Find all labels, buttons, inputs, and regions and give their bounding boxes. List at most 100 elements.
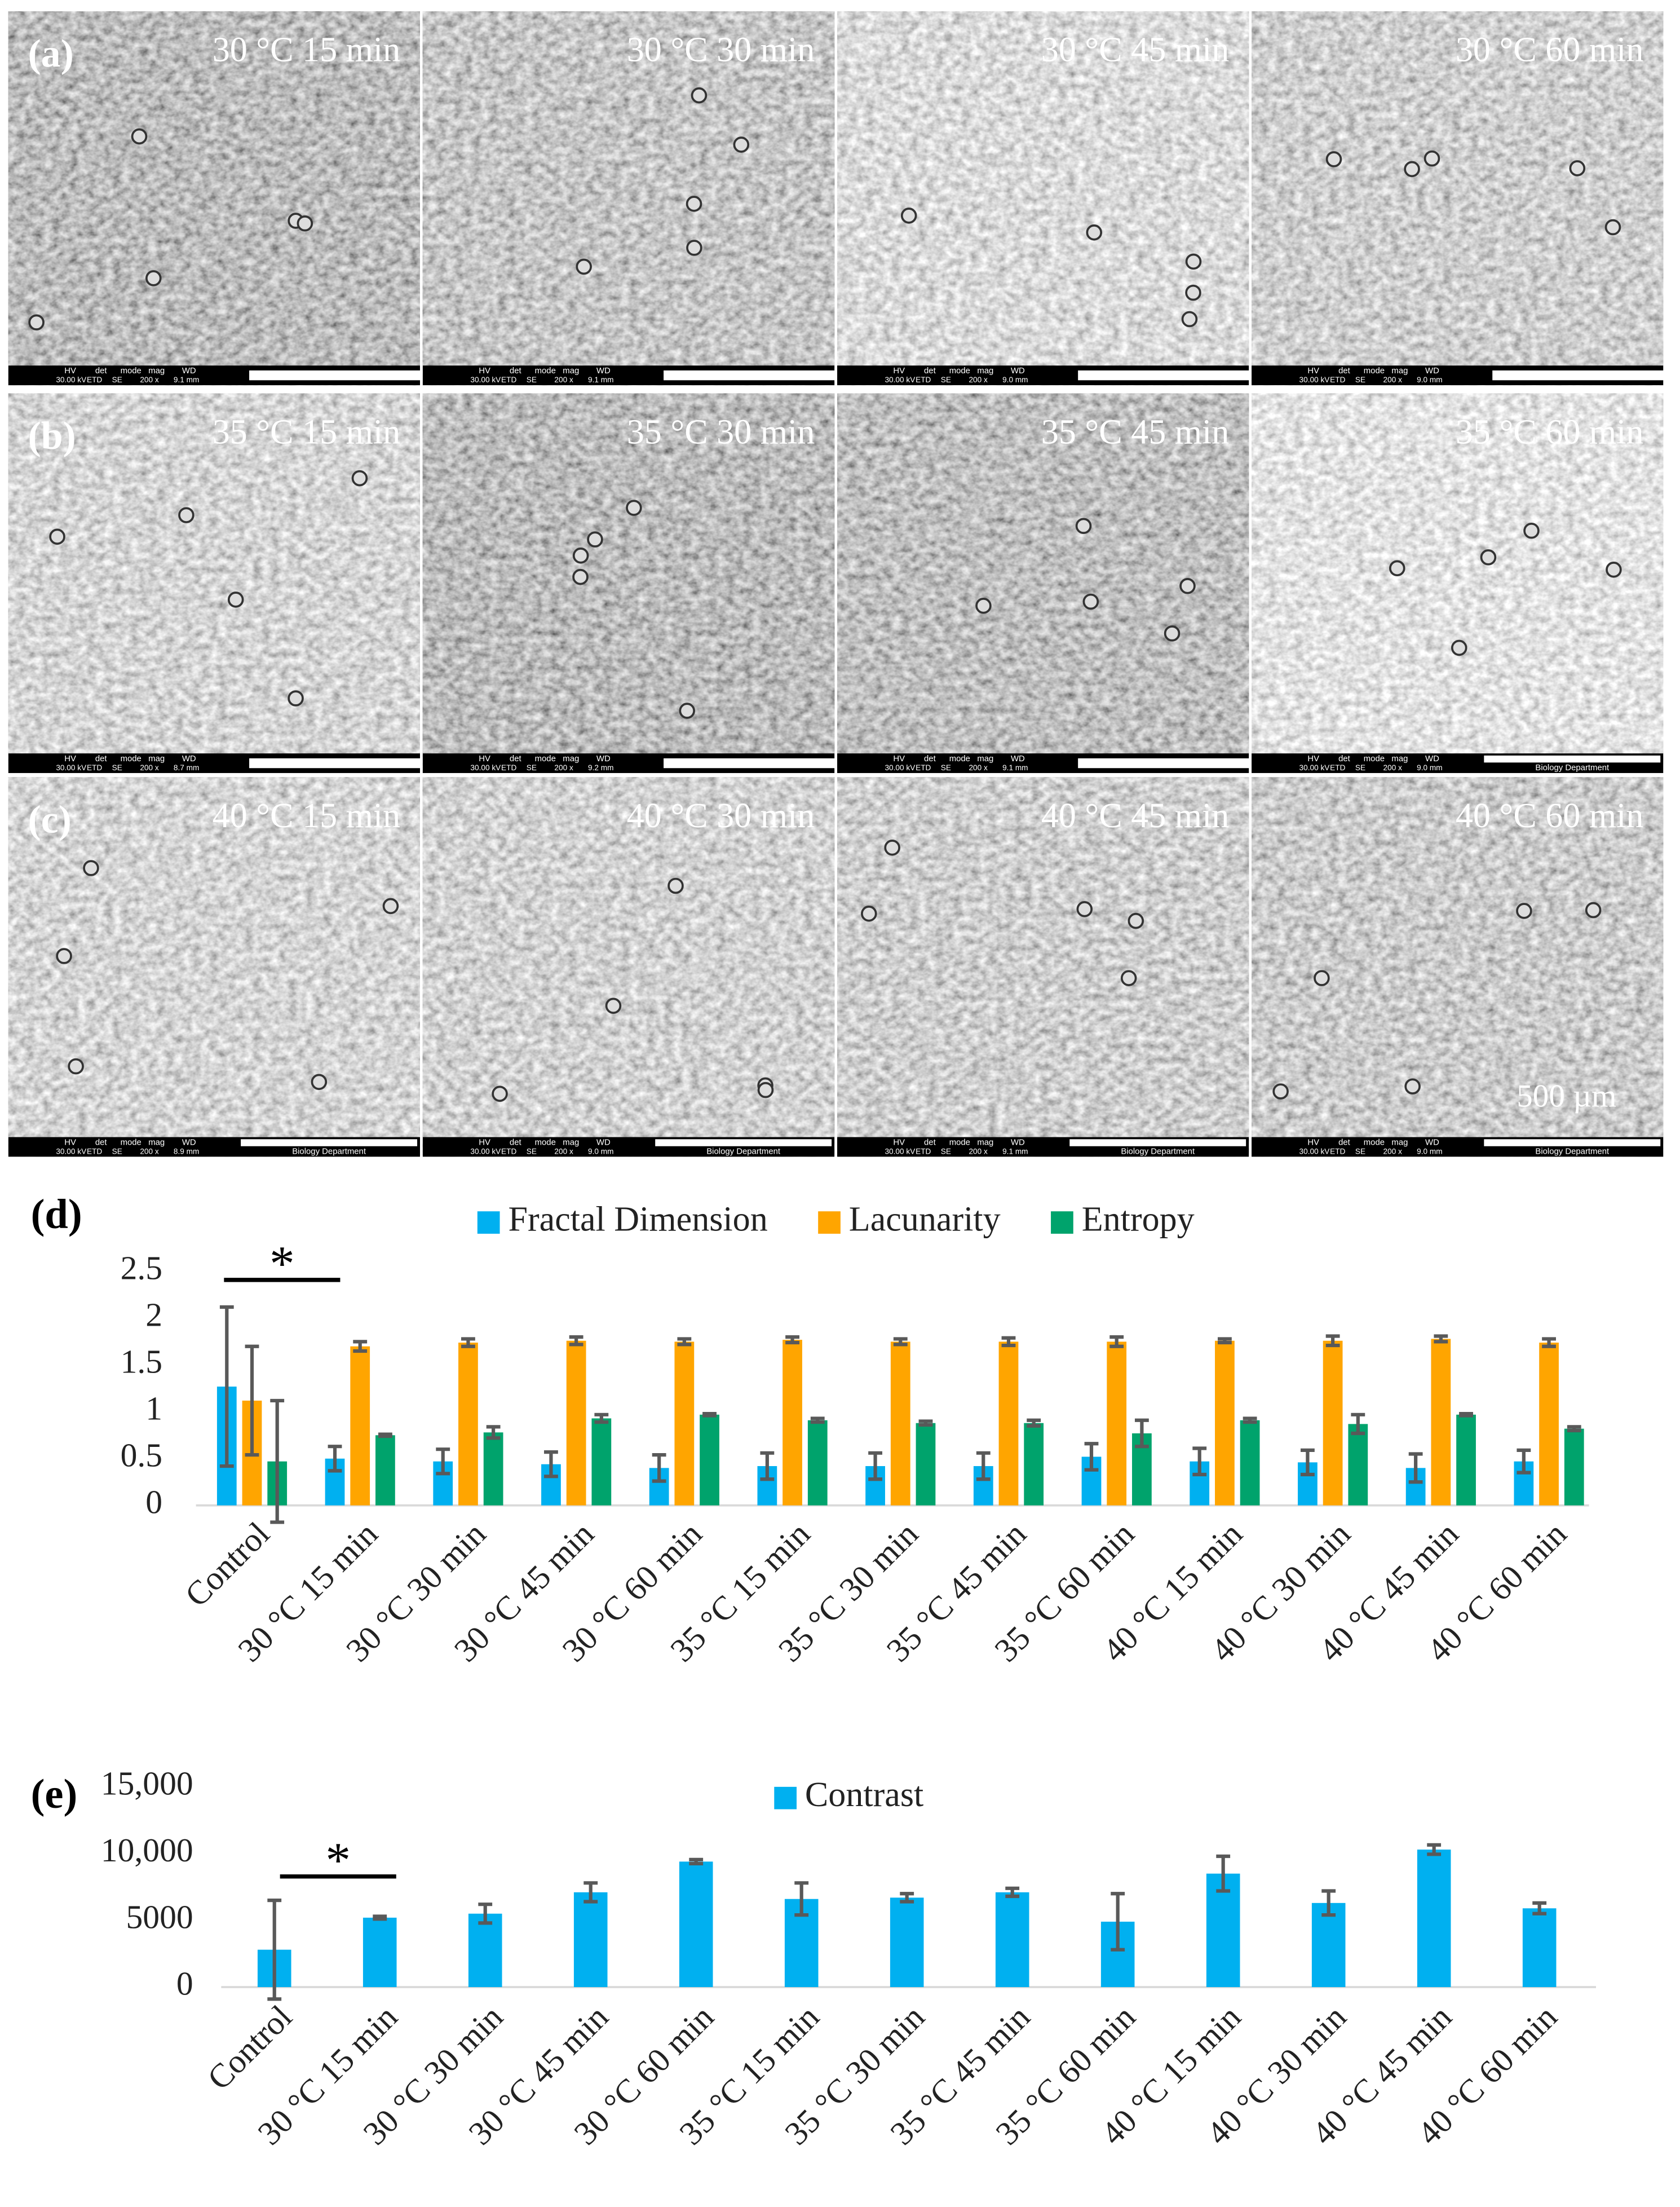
info-header: mode — [1364, 367, 1385, 376]
stoma — [1389, 560, 1405, 577]
image-caption: 30 °C 15 min — [213, 31, 401, 69]
error-bar — [893, 1337, 908, 1347]
error-bar — [1517, 1448, 1531, 1475]
info-value: 200 x — [554, 763, 573, 772]
stoma — [686, 240, 702, 256]
info-header: det — [924, 1138, 936, 1147]
info-header: HV — [479, 1138, 490, 1147]
stoma — [131, 128, 148, 145]
info-value: SE — [1355, 1147, 1365, 1155]
info-value: 200 x — [554, 1147, 573, 1155]
stoma — [1569, 160, 1586, 176]
info-header: HV — [893, 1138, 905, 1147]
scale-bar — [249, 370, 423, 381]
info-header: HV — [64, 367, 76, 376]
scale-bar — [1484, 1139, 1661, 1146]
info-value: SE — [112, 763, 122, 772]
stoma — [382, 898, 399, 915]
legend-swatch — [1051, 1211, 1073, 1234]
info-header: det — [95, 367, 108, 376]
stoma — [56, 948, 72, 964]
stoma — [900, 208, 917, 224]
info-value: SE — [941, 376, 951, 384]
significance-mark: * — [325, 1832, 351, 1888]
info-value: SE — [112, 1147, 122, 1155]
error-bar — [1134, 1418, 1149, 1449]
stoma — [49, 528, 65, 545]
info-value: ETD — [916, 1147, 931, 1155]
stoma — [1404, 161, 1420, 178]
stoma — [297, 215, 313, 232]
info-header: mode — [535, 1138, 556, 1147]
info-value: 30.00 kV — [1299, 376, 1330, 384]
info-value: SE — [941, 1147, 951, 1155]
stoma — [1185, 284, 1201, 301]
info-value: ETD — [87, 376, 102, 384]
error-bar — [219, 1305, 234, 1468]
info-header: det — [924, 754, 936, 763]
error-bar — [1301, 1448, 1315, 1477]
error-bar — [478, 1903, 493, 1925]
info-value: 200 x — [554, 376, 573, 384]
info-header: WD — [1011, 754, 1025, 763]
info-header: det — [924, 367, 936, 376]
stoma — [1523, 522, 1540, 539]
info-footer: Biology Department — [1535, 1147, 1610, 1157]
info-value: SE — [112, 376, 122, 384]
stoma — [28, 314, 45, 331]
error-bar — [1321, 1889, 1336, 1917]
error-bar — [689, 1857, 704, 1866]
sem-image — [8, 393, 420, 773]
bar — [1417, 1850, 1451, 1987]
info-header: det — [510, 1138, 522, 1147]
error-bar — [794, 1881, 809, 1917]
info-header: mode — [1364, 1138, 1385, 1147]
stoma — [1185, 253, 1202, 270]
bar — [1522, 1908, 1557, 1987]
error-bar — [900, 1892, 914, 1904]
bar — [679, 1861, 713, 1987]
info-value: 200 x — [969, 763, 988, 772]
info-value: 200 x — [140, 1147, 159, 1155]
info-value: 9.0 mm — [588, 1147, 613, 1155]
sem-image — [1252, 393, 1664, 773]
info-value: 200 x — [969, 376, 988, 384]
error-bar — [976, 1451, 991, 1481]
y-tick-label: 0 — [176, 1965, 193, 2002]
info-value: 9.1 mm — [588, 376, 613, 384]
info-header: mode — [1364, 754, 1385, 763]
error-bar — [677, 1337, 692, 1347]
error-bar — [373, 1914, 387, 1921]
sem-image — [1252, 777, 1664, 1157]
error-bar — [353, 1340, 368, 1353]
info-value: 30.00 kV — [885, 763, 916, 772]
y-tick-label: 2 — [145, 1296, 162, 1334]
row-label: (c) — [28, 798, 72, 841]
info-value: 30.00 kV — [470, 376, 501, 384]
info-header: det — [1338, 754, 1351, 763]
bar — [1539, 1343, 1559, 1506]
stoma — [1076, 901, 1093, 917]
info-header: WD — [1011, 1138, 1025, 1147]
stoma — [1181, 311, 1198, 328]
scale-bar — [655, 1139, 832, 1146]
stoma — [145, 270, 162, 286]
stoma — [861, 906, 877, 922]
info-header: mag — [1391, 367, 1408, 376]
bar — [458, 1343, 478, 1506]
info-value: 8.9 mm — [174, 1147, 199, 1155]
y-tick-label: 0 — [145, 1483, 162, 1520]
scale-bar — [249, 758, 423, 769]
row-label: (a) — [28, 32, 74, 76]
bar — [674, 1341, 695, 1506]
scale-bar — [1078, 758, 1252, 769]
stoma — [884, 840, 900, 856]
error-bar — [1567, 1425, 1581, 1433]
error-bar — [270, 1398, 285, 1524]
error-bar — [1542, 1337, 1556, 1348]
info-footer: Biology Department — [1121, 1147, 1195, 1157]
sem-image — [837, 777, 1249, 1157]
info-value: 9.2 mm — [588, 763, 613, 772]
